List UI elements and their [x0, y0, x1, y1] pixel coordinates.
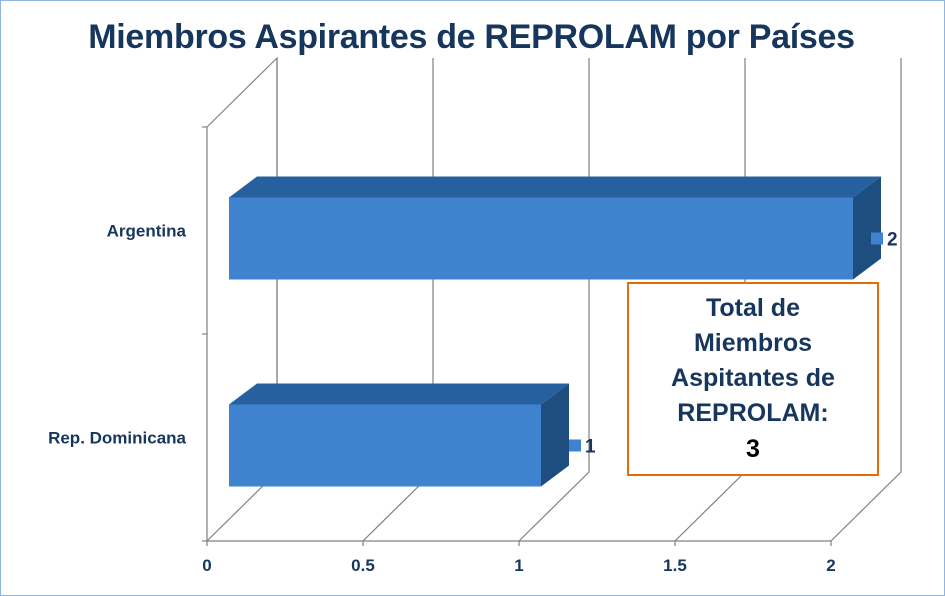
- data-label-key: [871, 232, 883, 245]
- data-label: 1: [585, 437, 596, 458]
- x-tick-label: 2: [826, 556, 835, 575]
- floor-gridline: [674, 471, 746, 542]
- total-annotation-text: Total de Miembros Aspitantes de REPROLAM…: [671, 294, 835, 427]
- data-label-key: [569, 439, 581, 452]
- data-label: 2: [887, 230, 898, 251]
- category-label: Argentina: [107, 222, 187, 241]
- bar-rep-dominicana: [229, 383, 569, 487]
- category-label: Rep. Dominicana: [48, 429, 186, 448]
- chart-title: Miembros Aspirantes de REPROLAM por País…: [88, 18, 855, 56]
- bar-side-face: [853, 176, 881, 280]
- floor-gridline: [830, 471, 902, 542]
- bar-front-face: [229, 404, 541, 487]
- floor-gridline: [518, 471, 590, 542]
- bar-argentina: [229, 176, 881, 280]
- bar-side-face: [541, 383, 569, 487]
- bar-top-face: [229, 383, 569, 405]
- x-tick-label: 1: [514, 556, 523, 575]
- bar-top-face: [229, 176, 881, 198]
- x-tick-label: 0.5: [351, 556, 375, 575]
- x-tick-label: 0: [202, 556, 211, 575]
- bar-front-face: [229, 197, 853, 280]
- total-annotation-value: 3: [746, 435, 760, 463]
- labels: 0 0.5 1 1.5 2 Argentina 2 Rep. Dominicana 1: [48, 222, 898, 576]
- bars: [229, 176, 881, 487]
- x-tick-label: 1.5: [663, 556, 687, 575]
- total-annotation-box: Total de Miembros Aspitantes de REPROLAM…: [627, 282, 879, 476]
